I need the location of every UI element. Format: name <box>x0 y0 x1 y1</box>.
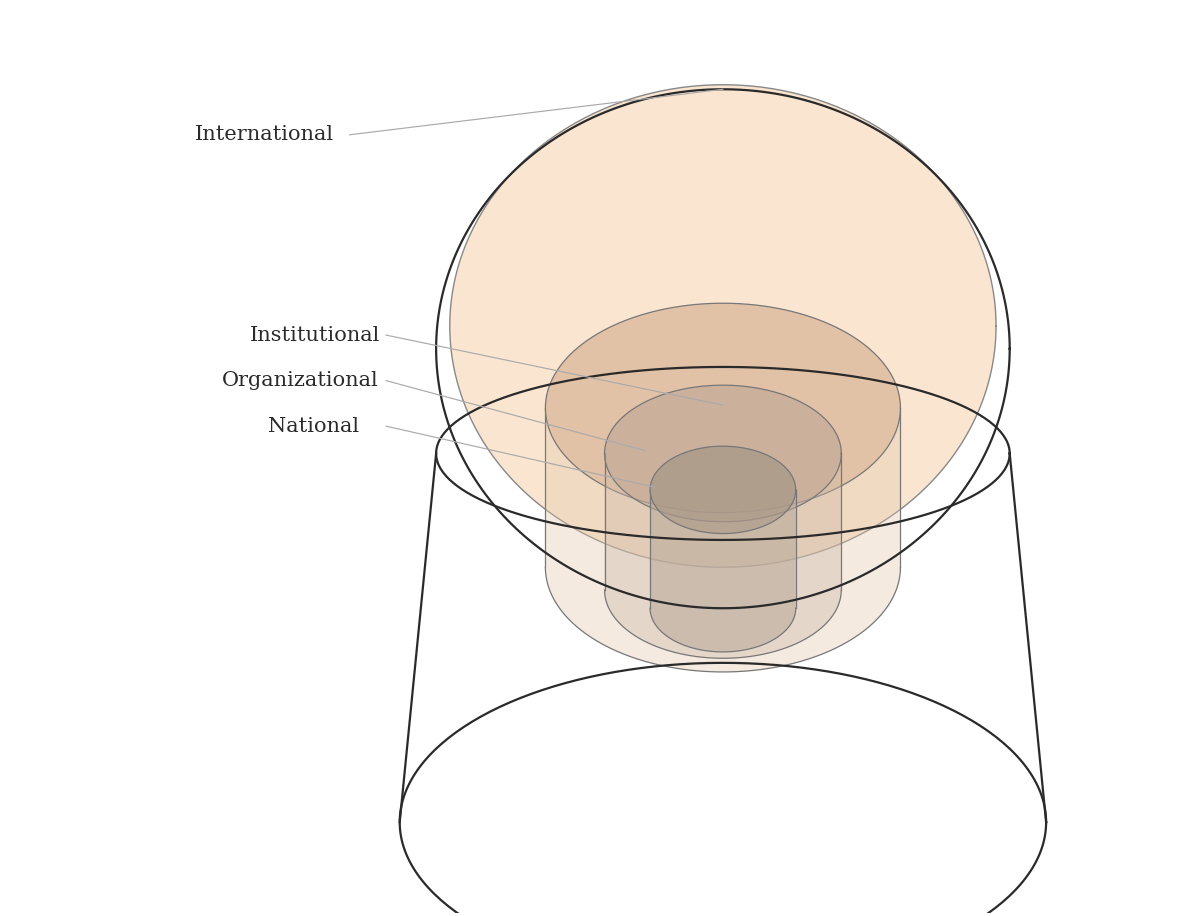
Polygon shape <box>605 453 841 659</box>
Polygon shape <box>605 385 841 522</box>
Text: Institutional: Institutional <box>250 325 380 344</box>
Polygon shape <box>450 84 996 567</box>
Text: National: National <box>268 417 359 436</box>
Polygon shape <box>650 446 796 533</box>
Polygon shape <box>545 303 900 513</box>
Polygon shape <box>650 490 796 652</box>
Text: Organizational: Organizational <box>222 371 379 390</box>
Text: International: International <box>194 125 334 145</box>
Polygon shape <box>545 408 900 672</box>
